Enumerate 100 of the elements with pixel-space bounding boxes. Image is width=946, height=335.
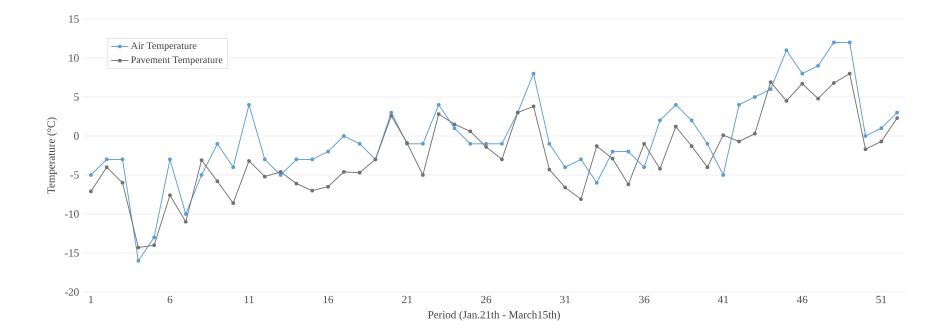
y-tick-label: -15 xyxy=(64,249,79,257)
point xyxy=(752,132,757,136)
point xyxy=(563,186,567,190)
point xyxy=(136,246,140,250)
point xyxy=(532,104,536,108)
point xyxy=(895,110,899,114)
point xyxy=(737,102,741,107)
point xyxy=(737,140,741,144)
point xyxy=(547,142,552,146)
point xyxy=(294,158,298,162)
legend-label: Pavement Temperature xyxy=(131,56,222,66)
point xyxy=(690,118,694,122)
point xyxy=(231,165,236,170)
point xyxy=(579,158,583,162)
x-tick-label: 11 xyxy=(244,296,254,304)
point xyxy=(326,184,330,189)
point xyxy=(216,142,220,146)
point xyxy=(89,173,93,177)
x-tick-label: 16 xyxy=(324,296,334,304)
point xyxy=(752,95,757,99)
x-tick-label: 41 xyxy=(718,296,728,304)
y-tick-label: 5 xyxy=(74,93,79,101)
x-tick-label: 6 xyxy=(168,296,172,304)
point xyxy=(200,173,204,177)
point xyxy=(484,145,488,149)
point xyxy=(816,96,820,100)
point xyxy=(690,144,694,148)
point xyxy=(832,40,836,44)
point xyxy=(278,170,282,174)
point xyxy=(342,170,346,174)
point xyxy=(721,173,726,177)
y-tick-label: -10 xyxy=(64,210,79,218)
point xyxy=(532,72,536,76)
point xyxy=(642,142,646,146)
point xyxy=(706,165,710,170)
point xyxy=(610,156,614,160)
point xyxy=(768,80,772,84)
point xyxy=(247,102,251,107)
point xyxy=(848,40,852,44)
point xyxy=(120,180,124,185)
point xyxy=(848,72,852,76)
point xyxy=(152,243,156,248)
point xyxy=(674,102,678,107)
point xyxy=(216,179,220,184)
y-tick-label: 0 xyxy=(74,132,79,140)
point xyxy=(310,188,314,192)
point xyxy=(136,258,140,263)
point xyxy=(436,102,441,107)
x-tick-label: 31 xyxy=(560,296,570,304)
point xyxy=(784,48,788,52)
point xyxy=(104,165,109,170)
point xyxy=(500,142,504,146)
point xyxy=(310,158,314,162)
point xyxy=(452,122,456,126)
y-tick-label: -20 xyxy=(64,288,79,296)
point xyxy=(642,165,646,170)
point xyxy=(247,159,251,163)
x-axis-title: Period (Jan.21th - March15th) xyxy=(428,310,560,321)
point xyxy=(468,142,472,146)
point xyxy=(879,126,884,130)
point xyxy=(800,82,804,86)
point xyxy=(168,193,172,198)
point xyxy=(610,150,614,154)
x-tick-label: 21 xyxy=(402,296,412,304)
point xyxy=(358,142,362,146)
point xyxy=(231,201,236,205)
point xyxy=(342,134,346,138)
point xyxy=(784,99,788,103)
y-axis-title: Temperature (°C) xyxy=(47,117,58,194)
point xyxy=(864,147,868,152)
point xyxy=(452,126,456,130)
point xyxy=(626,150,630,154)
point xyxy=(358,170,362,175)
point xyxy=(421,142,425,146)
point xyxy=(594,144,599,148)
x-tick-label: 51 xyxy=(876,296,886,304)
point xyxy=(468,129,472,134)
point xyxy=(658,118,662,122)
point xyxy=(421,173,425,177)
point xyxy=(563,165,567,170)
point xyxy=(200,158,204,162)
point xyxy=(152,236,156,240)
point xyxy=(278,173,282,177)
point xyxy=(658,166,662,171)
point xyxy=(184,212,188,216)
point xyxy=(879,140,884,144)
point xyxy=(104,158,109,162)
point xyxy=(184,220,188,224)
point xyxy=(500,158,504,162)
point xyxy=(294,182,298,186)
y-tick-label: -5 xyxy=(70,171,79,179)
point xyxy=(706,142,710,146)
point xyxy=(262,158,267,162)
point xyxy=(895,116,899,120)
point xyxy=(484,142,488,146)
point xyxy=(626,182,630,186)
point xyxy=(436,112,441,116)
point xyxy=(262,174,267,178)
x-tick-label: 36 xyxy=(639,296,650,304)
point xyxy=(120,158,124,162)
